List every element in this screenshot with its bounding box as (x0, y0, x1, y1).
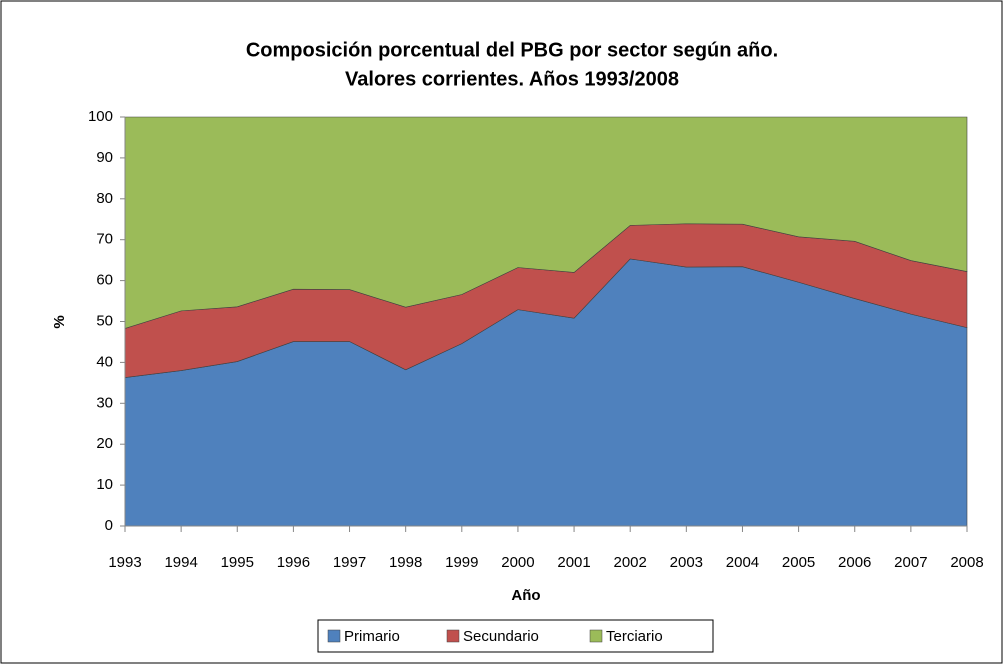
legend-label: Secundario (463, 628, 539, 645)
x-tick-label: 2006 (838, 554, 871, 571)
y-axis-label: % (51, 315, 68, 328)
y-tick-label: 70 (96, 231, 113, 248)
x-axis-label: Año (511, 587, 540, 604)
x-tick-label: 2008 (950, 554, 983, 571)
x-tick-label: 2001 (557, 554, 590, 571)
x-tick-label: 1994 (164, 554, 197, 571)
y-tick-label: 30 (96, 394, 113, 411)
y-tick-label: 40 (96, 353, 113, 370)
y-tick-label: 80 (96, 190, 113, 207)
y-tick-label: 10 (96, 476, 113, 493)
x-tick-label: 2007 (894, 554, 927, 571)
legend-swatch (446, 629, 460, 643)
x-tick-label: 1993 (108, 554, 141, 571)
chart-title: Valores corrientes. Años 1993/2008 (345, 68, 679, 90)
x-tick-label: 2002 (614, 554, 647, 571)
x-tick-label: 1998 (389, 554, 422, 571)
area (124, 116, 968, 329)
x-tick-label: 2005 (782, 554, 815, 571)
y-tick-label: 20 (96, 435, 113, 452)
legend-swatch (589, 629, 603, 643)
y-tick-label: 90 (96, 149, 113, 166)
y-tick-label: 100 (88, 108, 113, 125)
y-tick-label: 50 (96, 312, 113, 329)
x-tick-label: 1996 (277, 554, 310, 571)
legend-box (317, 619, 714, 653)
x-tick-label: 2000 (501, 554, 534, 571)
x-tick-label: 1999 (445, 554, 478, 571)
chart-title: Composición porcentual del PBG por secto… (246, 39, 778, 61)
x-tick-label: 1995 (221, 554, 254, 571)
legend-label: Terciario (606, 628, 663, 645)
y-tick-label: 0 (105, 517, 113, 534)
legend-swatch (327, 629, 341, 643)
x-tick-label: 2003 (670, 554, 703, 571)
x-tick-label: 1997 (333, 554, 366, 571)
x-tick-label: 2004 (726, 554, 759, 571)
y-tick-label: 60 (96, 272, 113, 289)
legend-label: Primario (344, 628, 400, 645)
